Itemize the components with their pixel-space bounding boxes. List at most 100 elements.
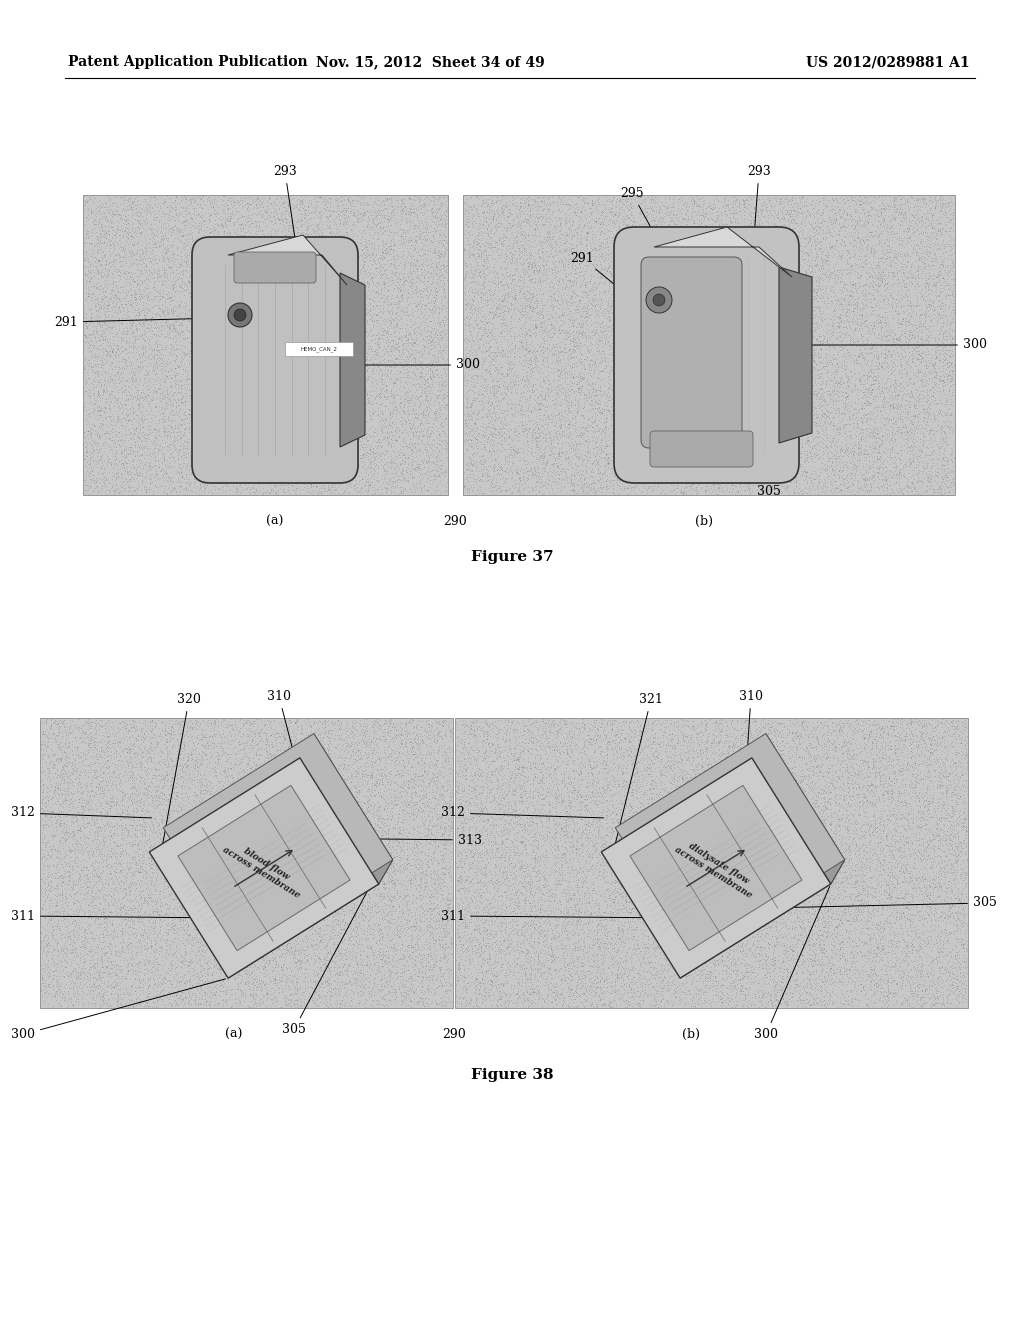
Point <box>551 961 567 982</box>
Point <box>247 993 263 1014</box>
Point <box>373 752 389 774</box>
Point <box>643 198 659 219</box>
Point <box>644 239 660 260</box>
Point <box>422 894 438 915</box>
Point <box>292 263 308 284</box>
Point <box>71 969 87 990</box>
Point <box>381 470 397 491</box>
Point <box>176 920 193 941</box>
Point <box>151 379 167 400</box>
Point <box>930 987 946 1008</box>
Point <box>384 329 400 350</box>
Point <box>200 259 216 280</box>
Point <box>665 865 681 886</box>
Point <box>471 223 487 244</box>
Point <box>186 989 203 1010</box>
Point <box>384 783 400 804</box>
Point <box>783 915 800 936</box>
Point <box>774 977 791 998</box>
Point <box>338 457 354 478</box>
Point <box>723 401 739 422</box>
Point <box>55 960 72 981</box>
Point <box>697 444 714 465</box>
Point <box>674 338 690 359</box>
Point <box>182 348 199 370</box>
Point <box>404 310 421 331</box>
Point <box>721 899 737 920</box>
Point <box>260 288 276 309</box>
Point <box>264 244 281 265</box>
Point <box>575 393 592 414</box>
Point <box>113 207 129 228</box>
Point <box>534 235 550 256</box>
Point <box>799 243 815 264</box>
Point <box>740 429 757 450</box>
Point <box>919 364 935 385</box>
Point <box>642 260 658 281</box>
Point <box>527 260 544 281</box>
Point <box>496 809 512 830</box>
Point <box>230 949 247 970</box>
Point <box>270 339 287 360</box>
Point <box>570 977 587 998</box>
Point <box>824 333 841 354</box>
Point <box>624 779 640 800</box>
Point <box>666 417 682 438</box>
Point <box>774 788 791 809</box>
Point <box>523 792 540 813</box>
Point <box>374 888 390 909</box>
Point <box>624 219 640 240</box>
Point <box>479 429 496 450</box>
Point <box>687 356 703 378</box>
Point <box>423 869 439 890</box>
Point <box>266 474 283 495</box>
Point <box>113 834 129 855</box>
Point <box>408 908 424 929</box>
Point <box>891 313 907 334</box>
Point <box>276 207 293 228</box>
Point <box>204 776 220 797</box>
Point <box>903 747 920 768</box>
Point <box>420 420 436 441</box>
Point <box>609 335 626 356</box>
Point <box>137 784 154 805</box>
Point <box>329 950 345 972</box>
Point <box>233 851 250 873</box>
Point <box>148 867 165 888</box>
Point <box>219 449 236 470</box>
Point <box>194 445 210 466</box>
Point <box>112 219 128 240</box>
Point <box>490 982 507 1003</box>
Point <box>67 869 83 890</box>
Point <box>456 862 472 883</box>
Point <box>465 713 481 734</box>
Point <box>893 345 909 366</box>
Point <box>243 252 259 273</box>
Point <box>770 244 786 265</box>
Point <box>905 267 922 288</box>
Point <box>864 969 881 990</box>
Point <box>93 407 110 428</box>
Point <box>310 995 327 1016</box>
Point <box>161 474 177 495</box>
Point <box>367 855 383 876</box>
Point <box>293 907 309 928</box>
Point <box>803 952 819 973</box>
Point <box>711 477 727 498</box>
Point <box>388 348 404 370</box>
Point <box>681 424 697 445</box>
Point <box>927 986 943 1007</box>
Point <box>155 842 171 863</box>
Point <box>200 814 216 836</box>
Point <box>584 843 600 865</box>
Point <box>646 479 663 500</box>
Point <box>428 420 444 441</box>
Point <box>547 966 563 987</box>
Point <box>830 719 847 741</box>
Point <box>89 305 105 326</box>
Point <box>38 813 54 834</box>
Point <box>329 222 345 243</box>
Point <box>878 334 894 355</box>
Point <box>145 845 162 866</box>
Point <box>342 899 358 920</box>
